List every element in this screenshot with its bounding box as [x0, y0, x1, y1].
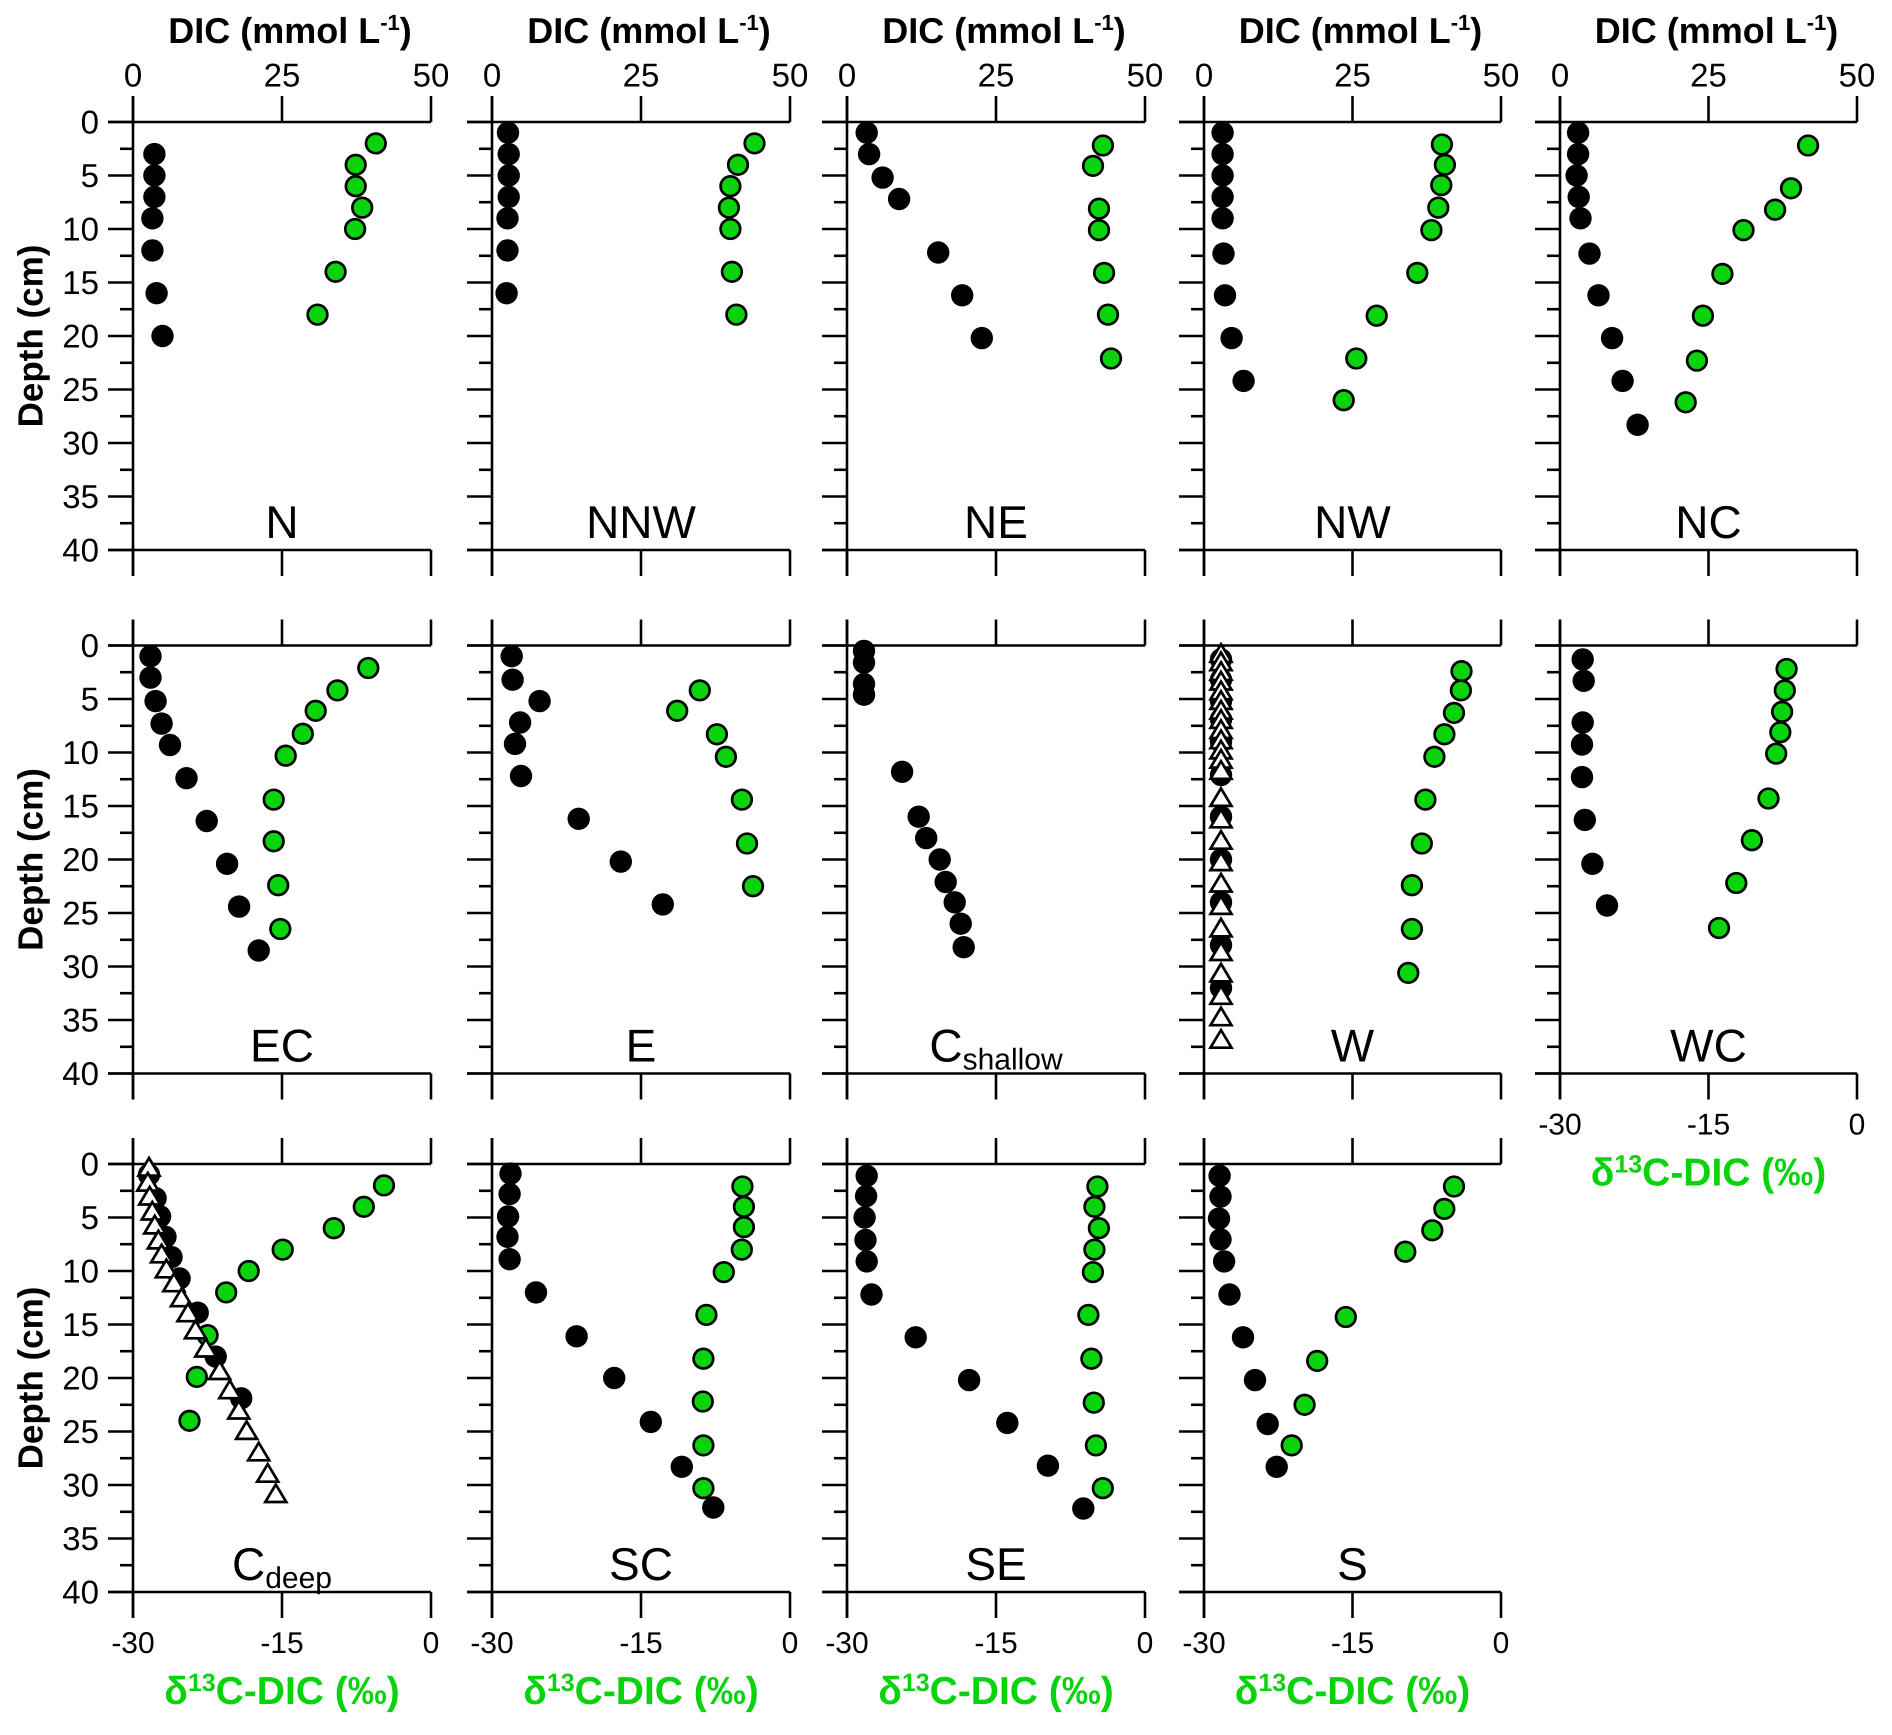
svg-text:40: 40	[62, 531, 99, 568]
svg-text:EC: EC	[250, 1020, 314, 1072]
svg-text:NW: NW	[1314, 496, 1391, 548]
svg-text:0: 0	[81, 627, 99, 664]
svg-text:NC: NC	[1675, 496, 1741, 548]
svg-text:NNW: NNW	[586, 496, 696, 548]
svg-text:NE: NE	[964, 496, 1028, 548]
svg-text:0: 0	[81, 103, 99, 140]
svg-text:-30: -30	[1182, 1627, 1225, 1660]
svg-text:25: 25	[1334, 57, 1371, 94]
svg-text:-15: -15	[1331, 1627, 1374, 1660]
svg-text:50: 50	[1483, 57, 1520, 94]
svg-text:δ13C-DIC (‰): δ13C-DIC (‰)	[523, 1669, 759, 1713]
svg-text:30: 30	[62, 1466, 99, 1503]
svg-text:N: N	[265, 496, 298, 548]
svg-text:-30: -30	[111, 1627, 154, 1660]
svg-text:Depth (cm): Depth (cm)	[12, 1287, 51, 1470]
svg-text:35: 35	[62, 478, 99, 515]
svg-text:10: 10	[62, 734, 99, 771]
svg-text:25: 25	[264, 57, 301, 94]
svg-text:-30: -30	[825, 1627, 868, 1660]
svg-text:-15: -15	[1687, 1109, 1730, 1142]
svg-text:0: 0	[782, 1627, 799, 1660]
svg-text:-15: -15	[260, 1627, 303, 1660]
svg-text:DIC (mmol L-1): DIC (mmol L-1)	[1595, 10, 1839, 51]
svg-text:DIC (mmol L-1): DIC (mmol L-1)	[1239, 10, 1483, 51]
svg-text:50: 50	[1127, 57, 1164, 94]
svg-text:10: 10	[62, 1252, 99, 1289]
svg-text:0: 0	[423, 1627, 440, 1660]
svg-text:SC: SC	[609, 1538, 673, 1590]
svg-text:25: 25	[1690, 57, 1727, 94]
svg-text:0: 0	[1551, 57, 1569, 94]
svg-text:DIC (mmol L-1): DIC (mmol L-1)	[168, 10, 412, 51]
svg-text:0: 0	[1137, 1627, 1154, 1660]
svg-text:S: S	[1337, 1538, 1368, 1590]
svg-text:15: 15	[62, 787, 99, 824]
svg-text:25: 25	[62, 1413, 99, 1450]
svg-text:-15: -15	[974, 1627, 1017, 1660]
svg-text:-30: -30	[470, 1627, 513, 1660]
svg-text:-15: -15	[619, 1627, 662, 1660]
svg-text:40: 40	[62, 1055, 99, 1092]
svg-text:Depth (cm): Depth (cm)	[12, 245, 51, 428]
svg-text:50: 50	[772, 57, 809, 94]
svg-text:40: 40	[62, 1573, 99, 1610]
svg-text:30: 30	[62, 424, 99, 461]
svg-text:Depth (cm): Depth (cm)	[12, 768, 51, 951]
svg-text:15: 15	[62, 264, 99, 301]
svg-text:SE: SE	[965, 1538, 1026, 1590]
svg-text:25: 25	[623, 57, 660, 94]
svg-text:50: 50	[1839, 57, 1876, 94]
svg-text:20: 20	[62, 317, 99, 354]
svg-text:5: 5	[81, 680, 99, 717]
svg-text:0: 0	[1849, 1109, 1866, 1142]
svg-text:DIC (mmol L-1): DIC (mmol L-1)	[527, 10, 771, 51]
svg-text:5: 5	[81, 157, 99, 194]
svg-text:-30: -30	[1538, 1109, 1581, 1142]
svg-text:0: 0	[1493, 1627, 1510, 1660]
svg-text:0: 0	[81, 1145, 99, 1182]
svg-text:WC: WC	[1670, 1020, 1747, 1072]
svg-text:35: 35	[62, 1001, 99, 1038]
svg-text:20: 20	[62, 841, 99, 878]
svg-text:20: 20	[62, 1359, 99, 1396]
svg-text:5: 5	[81, 1199, 99, 1236]
svg-text:15: 15	[62, 1306, 99, 1343]
svg-text:δ13C-DIC (‰): δ13C-DIC (‰)	[1235, 1669, 1471, 1713]
svg-text:DIC (mmol L-1): DIC (mmol L-1)	[882, 10, 1126, 51]
svg-text:0: 0	[838, 57, 856, 94]
svg-text:0: 0	[124, 57, 142, 94]
svg-text:50: 50	[413, 57, 450, 94]
svg-text:25: 25	[62, 371, 99, 408]
svg-text:25: 25	[978, 57, 1015, 94]
svg-text:0: 0	[483, 57, 501, 94]
svg-text:10: 10	[62, 210, 99, 247]
svg-text:25: 25	[62, 894, 99, 931]
svg-text:E: E	[626, 1020, 657, 1072]
svg-text:W: W	[1331, 1020, 1375, 1072]
svg-text:0: 0	[1195, 57, 1213, 94]
svg-text:30: 30	[62, 948, 99, 985]
svg-text:35: 35	[62, 1520, 99, 1557]
